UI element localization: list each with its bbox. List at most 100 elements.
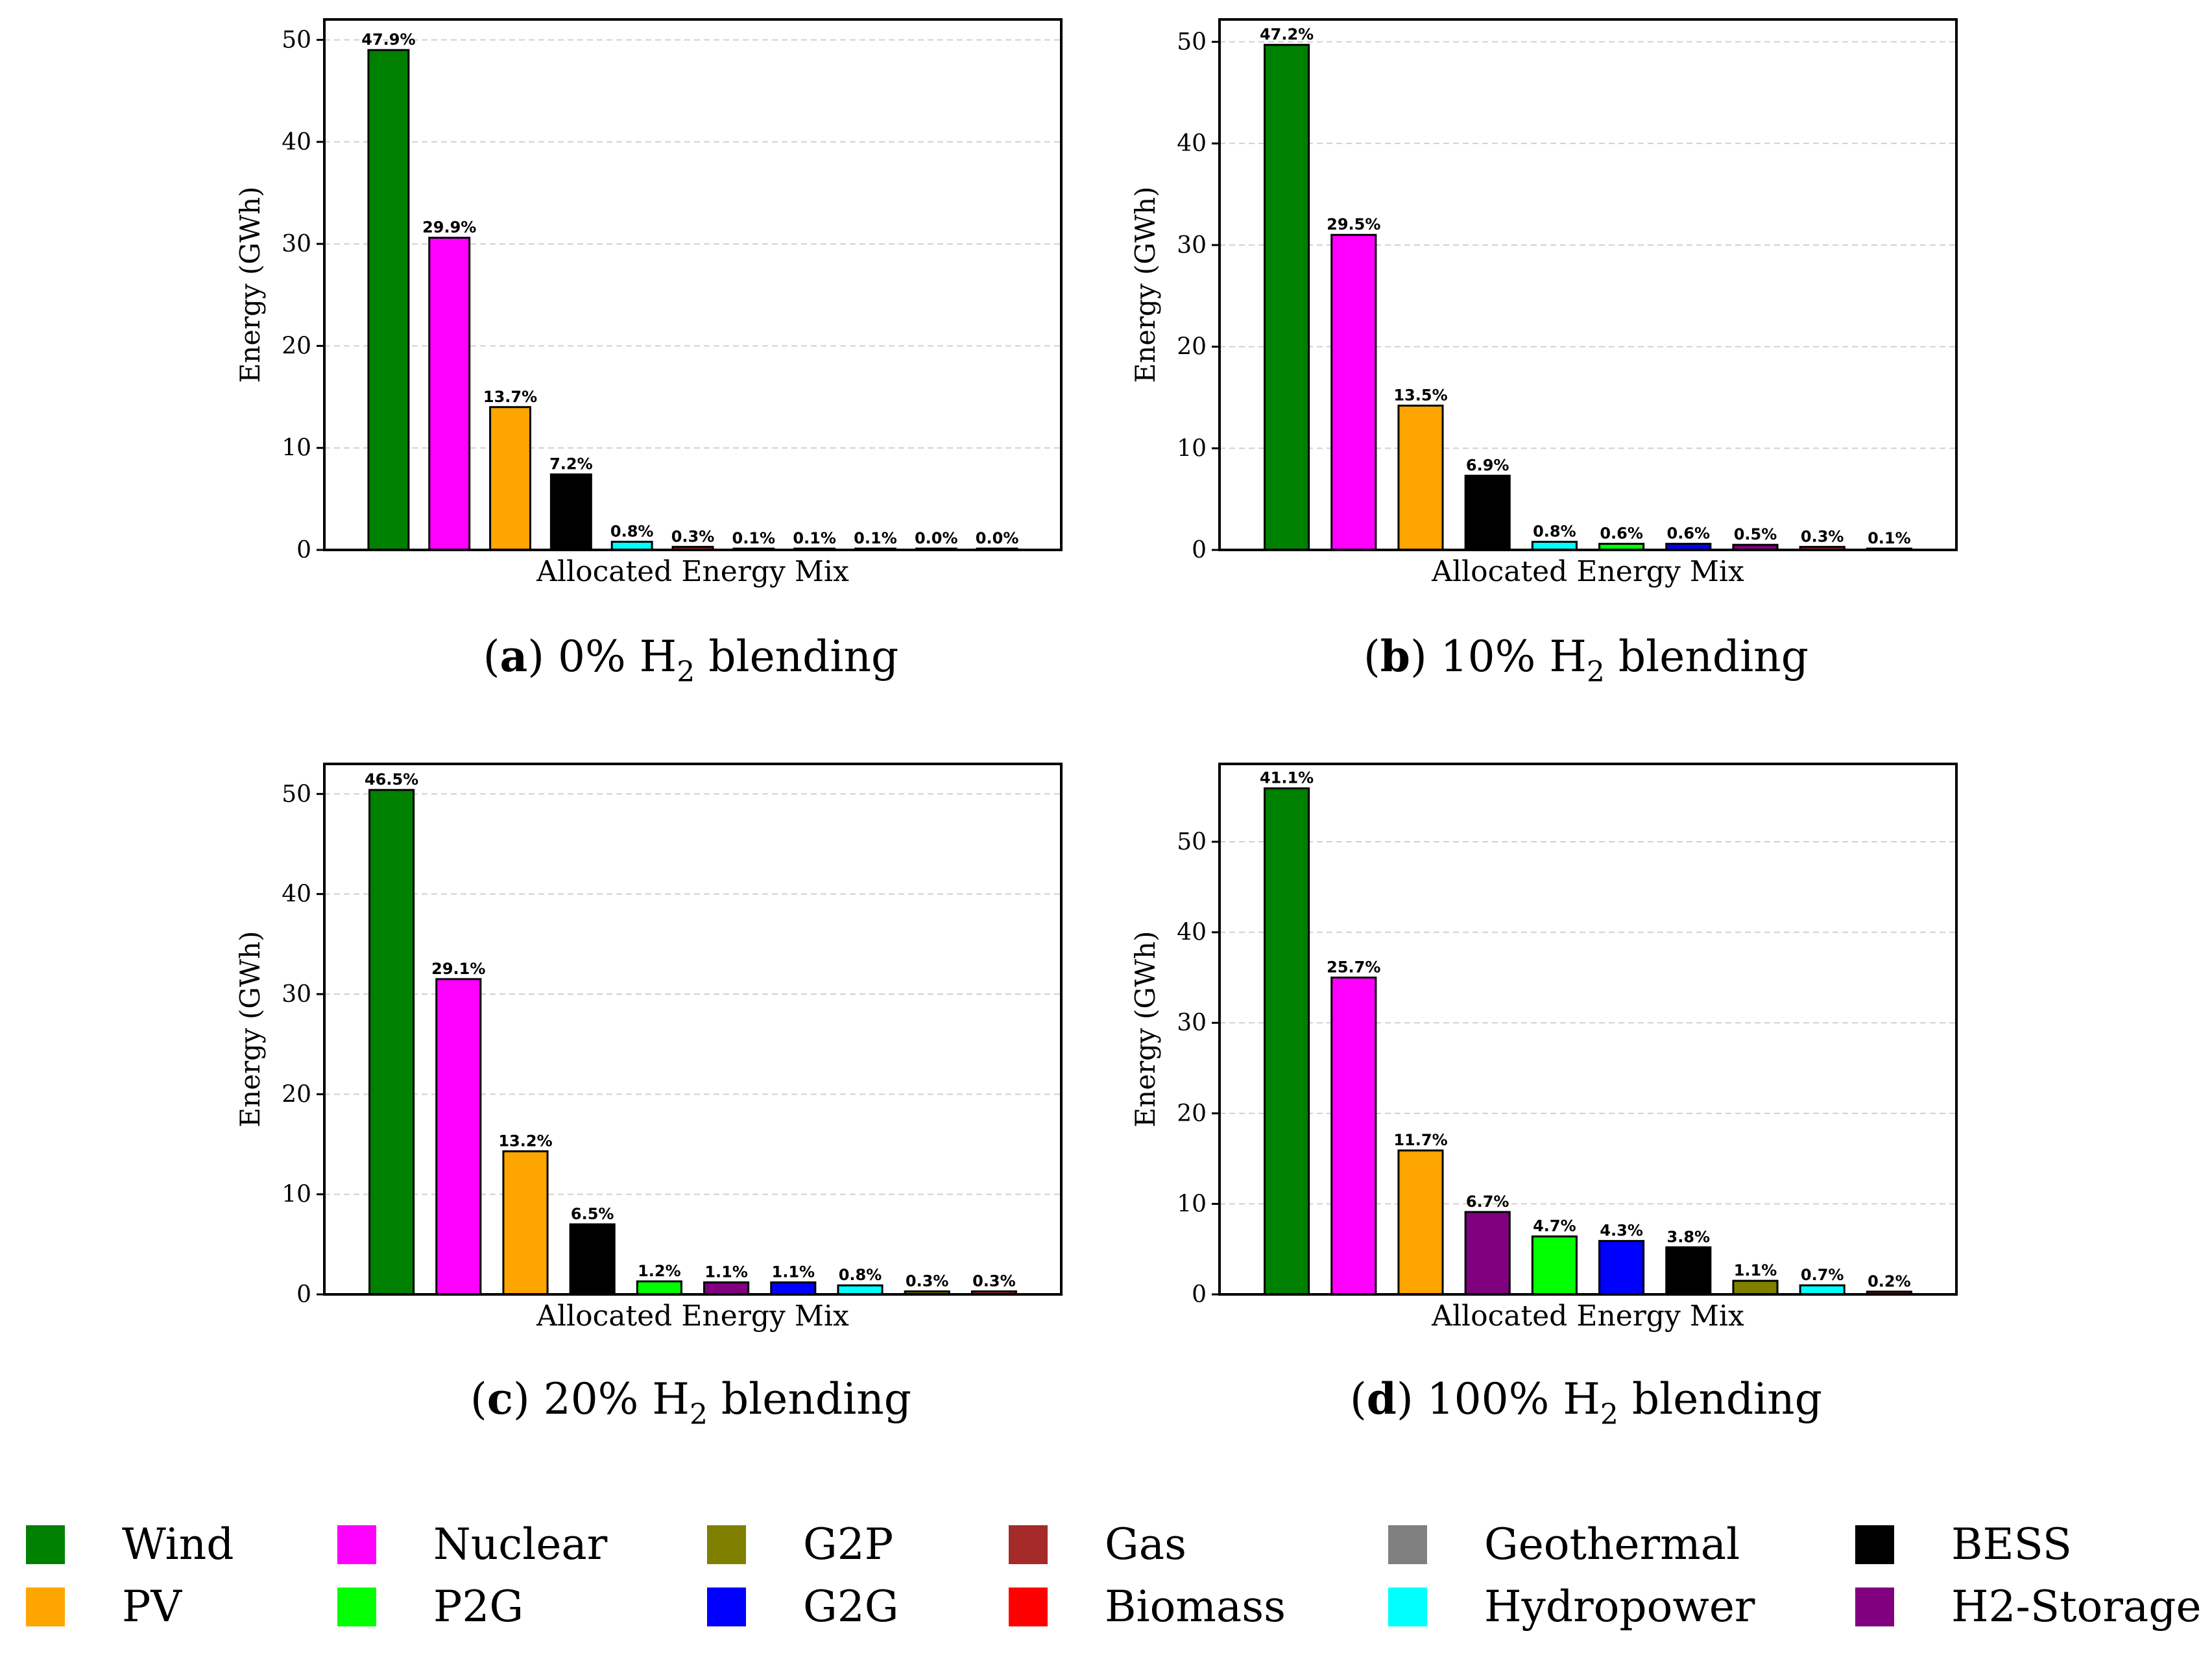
data-label: 0.6% <box>1600 525 1643 543</box>
plot-frame <box>323 763 1063 1296</box>
y-tick-label: 20 <box>282 1081 311 1108</box>
data-label: 6.7% <box>1466 1193 1509 1211</box>
legend-swatch <box>337 1588 376 1626</box>
legend-label: Hydropower <box>1484 1582 1755 1632</box>
data-label: 1.2% <box>638 1262 681 1280</box>
legend-item: G2P <box>707 1519 893 1569</box>
caption-subscript: 2 <box>1587 656 1605 689</box>
data-label: 41.1% <box>1260 769 1314 787</box>
bar <box>367 49 410 551</box>
y-tick-label: 50 <box>282 27 311 53</box>
data-label: 4.7% <box>1533 1217 1576 1235</box>
legend-swatch <box>707 1525 746 1564</box>
legend-label: G2G <box>803 1582 898 1632</box>
caption-prefix: 10% H <box>1441 632 1587 682</box>
y-axis-label: Energy (GWh) <box>234 931 266 1127</box>
data-label: 47.2% <box>1260 25 1314 43</box>
legend-label: Geothermal <box>1484 1519 1740 1569</box>
data-label: 3.8% <box>1667 1228 1711 1246</box>
bar <box>489 406 532 551</box>
x-axis-label: Allocated Energy Mix <box>536 555 849 588</box>
caption-subscript: 2 <box>677 656 695 689</box>
legend-swatch <box>337 1525 376 1564</box>
bar <box>1732 1279 1779 1296</box>
bar <box>1598 1240 1645 1296</box>
legend-item: Wind <box>26 1519 234 1569</box>
data-label: 0.8% <box>839 1266 882 1284</box>
legend-swatch <box>1855 1588 1894 1626</box>
data-label: 0.3% <box>972 1272 1016 1290</box>
legend-swatch <box>1855 1525 1894 1564</box>
bar <box>368 789 415 1296</box>
data-label: 0.0% <box>976 529 1019 547</box>
y-tick-label: 40 <box>282 881 311 908</box>
legend-label: Biomass <box>1105 1582 1286 1632</box>
legend-item: H2-Storage <box>1855 1582 2202 1632</box>
legend-swatch <box>1009 1588 1048 1626</box>
panel-caption: (d) 100% H2 blending <box>1350 1374 1822 1431</box>
bar <box>837 1284 884 1296</box>
legend-item: Nuclear <box>337 1519 608 1569</box>
legend-swatch <box>26 1588 65 1626</box>
data-label: 1.1% <box>1734 1261 1777 1279</box>
legend-swatch <box>26 1525 65 1564</box>
caption-suffix: blending <box>1618 1374 1822 1424</box>
bar <box>770 1281 817 1296</box>
caption-subscript: 2 <box>1600 1398 1618 1431</box>
caption-letter: c <box>487 1374 513 1424</box>
data-label: 47.9% <box>361 30 415 49</box>
y-tick-label: 40 <box>1177 920 1207 946</box>
data-label: 0.3% <box>671 527 715 545</box>
y-tick-label: 10 <box>282 1182 311 1208</box>
y-tick-label: 40 <box>1177 130 1207 157</box>
y-tick-label: 50 <box>282 781 311 807</box>
bar <box>1531 1235 1578 1296</box>
y-tick-label: 30 <box>282 231 311 257</box>
legend-label: Nuclear <box>433 1519 608 1569</box>
data-label: 13.2% <box>498 1132 552 1150</box>
bar <box>636 1280 682 1296</box>
data-label: 6.5% <box>571 1205 614 1223</box>
data-label: 13.5% <box>1393 386 1447 404</box>
data-label: 1.1% <box>772 1263 815 1281</box>
y-tick-label: 0 <box>296 1281 311 1308</box>
legend-item: Geothermal <box>1388 1519 1740 1569</box>
caption-paren-open: ( <box>1350 1374 1367 1424</box>
caption-paren-open: ( <box>1364 632 1380 682</box>
caption-prefix: 0% H <box>558 632 677 682</box>
data-label: 0.1% <box>854 529 897 547</box>
caption-suffix: blending <box>708 1374 911 1424</box>
y-tick-label: 0 <box>1192 1281 1207 1308</box>
y-tick-label: 30 <box>1177 1010 1207 1036</box>
bar <box>502 1150 549 1296</box>
caption-prefix: 100% H <box>1427 1374 1600 1424</box>
legend-label: Wind <box>122 1519 234 1569</box>
data-label: 11.7% <box>1393 1131 1447 1149</box>
chart-panel-d: 0 10 20 30 40 50 41.1% 25.7% 11.7% 6.7% 4.7% 4.3% 3.… <box>1129 763 1958 1431</box>
x-axis-label: Allocated Energy Mix <box>1431 555 1744 588</box>
bar <box>549 473 592 551</box>
data-label: 0.3% <box>906 1272 949 1290</box>
data-label: 29.9% <box>422 219 476 237</box>
caption-letter: d <box>1367 1374 1397 1424</box>
plot-frame <box>323 18 1063 551</box>
bar <box>1665 1246 1712 1296</box>
legend: Wind Nuclear G2P Gas Geothermal BESS PV P2G G2G B… <box>26 1519 2202 1632</box>
bar <box>1330 233 1377 551</box>
bar <box>428 237 471 551</box>
bar <box>569 1223 616 1296</box>
legend-item: PV <box>26 1582 182 1632</box>
caption-prefix: 20% H <box>544 1374 690 1424</box>
legend-label: PV <box>122 1582 182 1632</box>
data-label: 0.2% <box>1868 1272 1911 1290</box>
data-label: 0.1% <box>732 529 776 547</box>
y-tick-label: 0 <box>296 537 311 564</box>
y-axis-label: Energy (GWh) <box>1129 931 1161 1127</box>
legend-label: Gas <box>1105 1519 1186 1569</box>
bar <box>1330 976 1377 1296</box>
chart-panel-b: 0 10 20 30 40 50 47.2% 29.5% 13.5% 6.9% 0.8% 0.6% 0.… <box>1129 18 1958 689</box>
legend-label: P2G <box>433 1582 523 1632</box>
x-axis-label: Allocated Energy Mix <box>536 1300 849 1333</box>
x-axis-label: Allocated Energy Mix <box>1431 1300 1744 1333</box>
